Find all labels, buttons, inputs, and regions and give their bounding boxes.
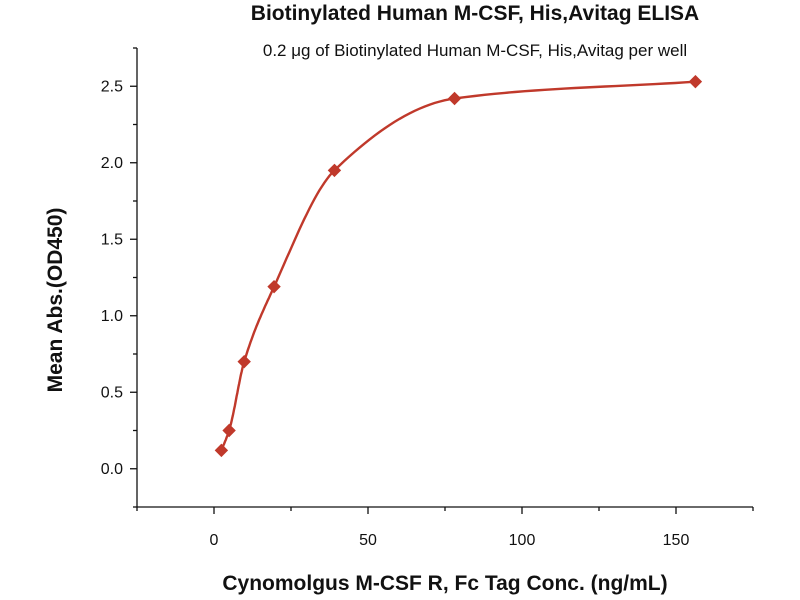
chart-title: Biotinylated Human M-CSF, His,Avitag ELI…	[251, 2, 699, 25]
y-tick-label: 0.5	[101, 384, 123, 401]
data-point	[688, 74, 703, 89]
data-point	[237, 354, 251, 369]
data-points	[214, 74, 703, 458]
data-point	[267, 279, 281, 294]
y-tick-label: 0.0	[101, 461, 123, 478]
y-tick-label: 1.0	[101, 308, 123, 325]
x-tick-label: 0	[210, 532, 219, 549]
y-axis-ticks: 0.0 0.5 1.0 1.5 2.0 2.5	[101, 47, 137, 508]
x-axis-label: Cynomolgus M-CSF R, Fc Tag Conc. (ng/mL)	[222, 572, 667, 595]
y-axis-label: Mean Abs.(OD450)	[44, 208, 67, 393]
x-tick-label: 150	[663, 532, 690, 549]
data-point	[222, 423, 236, 438]
y-tick-label: 2.5	[101, 78, 123, 95]
x-tick-label: 100	[509, 532, 536, 549]
y-tick-label: 1.5	[101, 231, 123, 248]
data-point	[327, 163, 342, 178]
x-tick-label: 50	[359, 532, 377, 549]
fit-curve	[220, 80, 696, 451]
x-axis-ticks: 0 50 100 150	[136, 507, 754, 549]
y-tick-label: 2.0	[101, 155, 123, 172]
chart-subtitle: 0.2 μg of Biotinylated Human M-CSF, His,…	[263, 41, 687, 60]
data-point	[447, 91, 462, 106]
data-point	[214, 443, 229, 458]
